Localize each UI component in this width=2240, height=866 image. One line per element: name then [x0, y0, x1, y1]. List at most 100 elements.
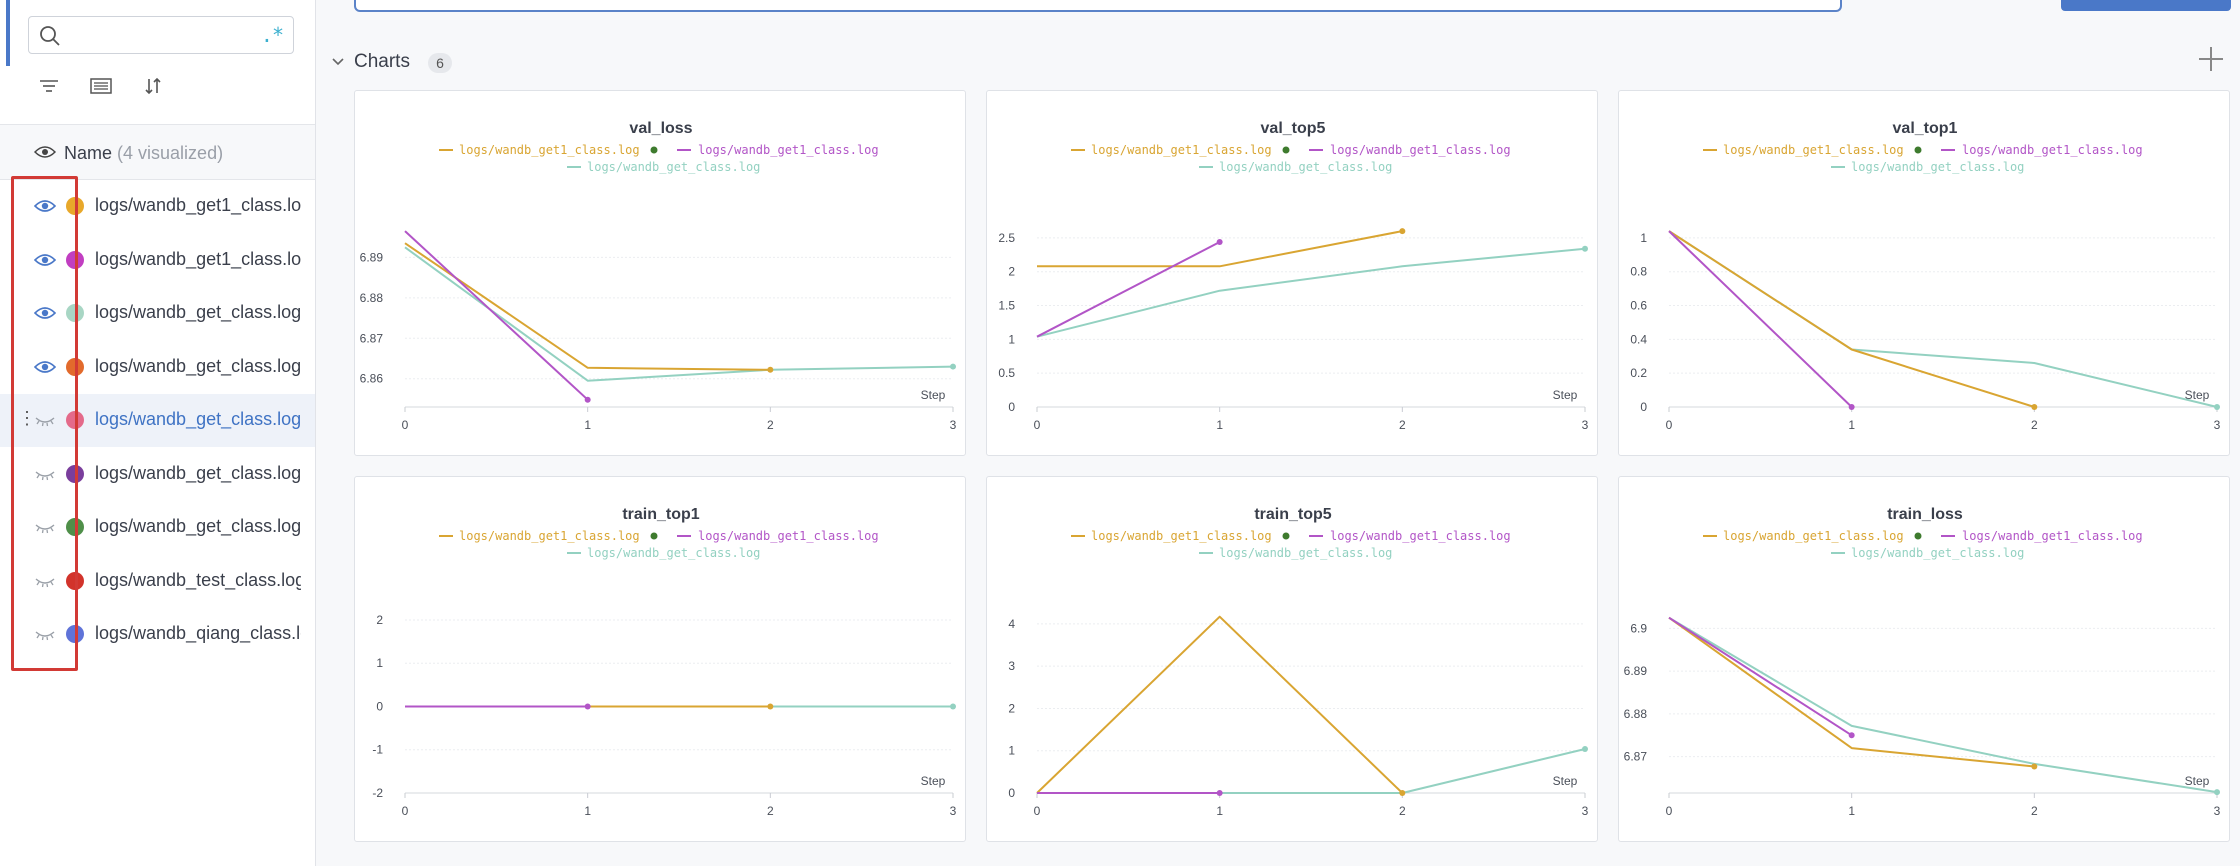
chart-panel-train_top1[interactable]: train_top1 logs/wandb_get1_class.log logs/…: [354, 476, 966, 842]
x-tick-label: 0: [1034, 418, 1041, 432]
legend-label: logs/wandb_get_class.log: [587, 160, 760, 174]
chart-panel-val_top5[interactable]: val_top5 logs/wandb_get1_class.log logs/wa…: [986, 90, 1598, 456]
run-color-dot[interactable]: [66, 625, 84, 643]
section-title: Charts: [354, 51, 410, 72]
run-name[interactable]: logs/wandb_get_class.log: [95, 355, 301, 376]
regex-toggle[interactable]: .*: [260, 23, 284, 47]
run-name[interactable]: logs/wandb_qiang_class.log: [95, 623, 301, 643]
run-name[interactable]: logs/wandb_get1_class.log: [95, 195, 301, 215]
series-line: [1668, 616, 2218, 794]
x-tick-label: 1: [584, 804, 591, 818]
x-tick-label: 3: [950, 418, 957, 432]
series-line: [404, 246, 954, 382]
filter-icon[interactable]: [36, 74, 64, 98]
run-color-dot[interactable]: [66, 357, 84, 376]
run-color-dot[interactable]: [66, 518, 84, 536]
name-column-header[interactable]: Name (4 visualized): [0, 124, 315, 180]
chart-title: train_top5: [1254, 506, 1331, 523]
run-row[interactable]: logs/wandb_get_class.log: [0, 341, 315, 394]
y-tick-label: 2: [376, 613, 383, 627]
series-end-point: [1399, 790, 1406, 796]
eye-closed-icon[interactable]: [34, 624, 56, 644]
chart-panel-train_top5[interactable]: train_top5 logs/wandb_get1_class.log logs/…: [986, 476, 1598, 842]
run-color-dot[interactable]: [66, 304, 84, 322]
top-action-button[interactable]: [2061, 0, 2231, 11]
legend-label: logs/wandb_get1_class.log: [1330, 529, 1511, 543]
eye-closed-icon[interactable]: [34, 571, 56, 591]
add-panel-icon[interactable]: [2196, 44, 2226, 74]
y-tick-label: 2.5: [998, 231, 1015, 245]
legend-label: logs/wandb_get_class.log: [1851, 160, 2024, 174]
legend-label: logs/wandb_get1_class.log: [698, 529, 879, 543]
eye-icon[interactable]: [34, 250, 56, 270]
run-color-dot[interactable]: [66, 250, 84, 269]
run-name[interactable]: logs/wandb_get_class.log: [95, 409, 301, 429]
eye-icon[interactable]: [34, 196, 56, 216]
eye-icon[interactable]: [34, 303, 56, 323]
visualized-count: (4 visualized): [117, 143, 224, 163]
x-axis-label: Step: [921, 774, 946, 788]
run-name[interactable]: logs/wandb_test_class.log: [95, 569, 301, 590]
run-row[interactable]: logs/wandb_get1_class.log: [0, 234, 315, 287]
run-color-dot[interactable]: [66, 464, 84, 483]
run-color-dot[interactable]: [66, 197, 84, 215]
run-row[interactable]: logs/wandb_test_class.log: [0, 555, 315, 608]
chart-legend: logs/wandb_get1_class.log logs/wandb_get1…: [1703, 143, 2143, 174]
y-tick-label: 6.89: [1624, 664, 1648, 678]
drag-handle-icon[interactable]: ⋮: [18, 408, 36, 428]
run-row[interactable]: logs/wandb_get_class.log: [0, 501, 315, 554]
y-tick-label: 4: [1008, 617, 1015, 631]
chart-panel-val_top1[interactable]: val_top1 logs/wandb_get1_class.log logs/wa…: [1618, 90, 2230, 456]
eye-closed-icon[interactable]: [34, 464, 56, 484]
run-name[interactable]: logs/wandb_get1_class.log: [95, 248, 301, 269]
run-row[interactable]: logs/wandb_get_class.log: [0, 448, 315, 501]
run-row[interactable]: logs/wandb_qiang_class.log: [0, 608, 315, 661]
run-row[interactable]: ⋮ logs/wandb_get_class.log: [0, 394, 315, 447]
series-line: [1037, 748, 1586, 794]
eye-icon[interactable]: [34, 145, 56, 159]
run-row[interactable]: logs/wandb_get1_class.log: [0, 180, 315, 233]
run-name[interactable]: logs/wandb_get_class.log: [95, 302, 301, 322]
series-line: [1668, 616, 2035, 768]
run-name[interactable]: logs/wandb_get_class.log: [95, 462, 301, 483]
chart-panel-val_loss[interactable]: val_loss logs/wandb_get1_class.log logs/wa…: [354, 90, 966, 456]
series-end-point: [584, 703, 591, 710]
legend-label: logs/wandb_get1_class.log: [1091, 529, 1272, 543]
eye-closed-icon[interactable]: [34, 410, 56, 430]
x-tick-label: 2: [767, 804, 774, 818]
series-line: [1037, 230, 1403, 268]
run-color-dot[interactable]: [66, 571, 84, 590]
x-tick-label: 0: [402, 418, 409, 432]
x-tick-label: 1: [584, 418, 591, 432]
sort-icon[interactable]: [140, 74, 168, 98]
series-line: [1668, 230, 1853, 408]
y-tick-label: 6.86: [360, 372, 384, 386]
run-search-input[interactable]: .*: [28, 16, 294, 54]
y-tick-label: 2: [1008, 701, 1015, 715]
eye-closed-icon[interactable]: [34, 517, 56, 537]
y-tick-label: 0.4: [1630, 332, 1647, 346]
sidebar-accent-bar: [6, 0, 10, 66]
y-tick-label: 0.8: [1630, 265, 1647, 279]
chart-panel-train_loss[interactable]: train_loss logs/wandb_get1_class.log logs/…: [1618, 476, 2230, 842]
run-color-dot[interactable]: [66, 411, 84, 429]
eye-icon[interactable]: [34, 357, 56, 377]
chevron-down-icon[interactable]: [330, 54, 346, 70]
y-tick-label: 1: [376, 656, 383, 670]
top-search-field[interactable]: [354, 0, 1842, 12]
y-tick-label: 0: [376, 699, 383, 713]
legend-label: logs/wandb_get_class.log: [587, 546, 760, 560]
y-tick-label: 3: [1008, 659, 1015, 673]
series-end-point: [1216, 238, 1223, 245]
x-tick-label: 1: [1216, 804, 1223, 818]
x-axis-label: Step: [1553, 388, 1578, 402]
table-icon[interactable]: [88, 74, 116, 98]
x-tick-label: 0: [1666, 418, 1673, 432]
series-end-point: [1399, 228, 1406, 235]
run-row[interactable]: logs/wandb_get_class.log: [0, 287, 315, 340]
series-end-point: [950, 363, 956, 370]
chart-legend: logs/wandb_get1_class.log logs/wandb_get1…: [439, 143, 879, 174]
run-name[interactable]: logs/wandb_get_class.log: [95, 516, 301, 536]
